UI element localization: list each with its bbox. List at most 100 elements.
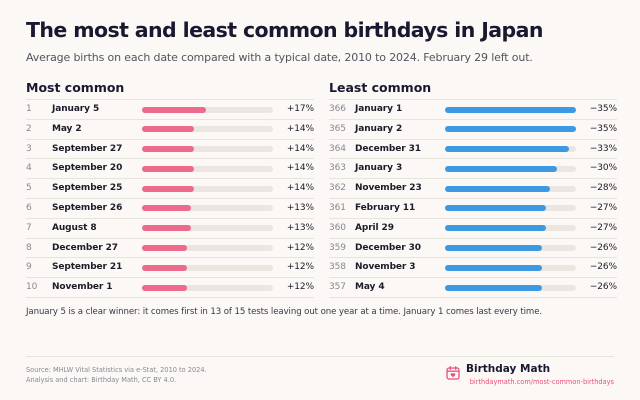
percent-label: −35%: [589, 104, 617, 114]
date-label: December 27: [52, 242, 118, 253]
least-common-heading: Least common: [329, 80, 432, 95]
brand-name: Birthday Math: [466, 363, 551, 375]
date-label: November 3: [355, 262, 416, 273]
bar-track: [445, 284, 576, 291]
bar-track: [445, 146, 576, 153]
least-common-row: 364 December 31 −33%: [329, 138, 617, 159]
percent-label: +14%: [286, 123, 314, 134]
most-common-row: 1 January 5 +17%: [26, 99, 314, 119]
bar-fill: [445, 264, 543, 271]
bar-fill: [445, 165, 558, 172]
percent-label: +12%: [286, 242, 314, 253]
bar-fill: [445, 126, 576, 133]
bar-track: [142, 264, 273, 271]
rank-label: 359: [329, 242, 346, 253]
percent-label: +12%: [286, 262, 314, 273]
brand-url-link[interactable]: birthdaymath.com/most-common-birthdays: [469, 378, 614, 386]
least-common-rows: 366 January 1 −35% 365 January 2 −35% 364 Decem…: [329, 99, 617, 298]
date-label: December 30: [355, 242, 421, 253]
rank-label: 8: [26, 242, 32, 253]
least-common-row: 365 January 2 −35%: [329, 118, 617, 139]
date-label: January 2: [355, 123, 403, 134]
bar-fill: [142, 185, 195, 192]
bar-fill: [142, 264, 187, 271]
date-label: May 2: [52, 123, 82, 134]
least-common-row: 359 December 30 −26%: [329, 237, 617, 258]
bar-fill: [142, 245, 187, 252]
rank-label: 363: [329, 163, 346, 174]
least-common-row: 363 January 3 −30%: [329, 158, 617, 178]
percent-label: −26%: [589, 242, 617, 253]
percent-label: +13%: [286, 222, 314, 233]
brand-block: Birthday Math birthdaymath.com/most-comm…: [414, 363, 614, 391]
bar-track: [142, 165, 273, 172]
bar-track: [445, 264, 576, 271]
date-label: September 27: [52, 143, 123, 154]
bar-fill: [445, 205, 547, 212]
bar-track: [142, 126, 273, 133]
bar-track: [142, 205, 273, 212]
chart-title: The most and least common birthdays in J…: [26, 18, 543, 42]
bar-track: [445, 205, 576, 212]
date-label: December 31: [355, 143, 421, 154]
bar-track: [445, 106, 576, 113]
most-common-row: 6 September 26 +13%: [26, 197, 314, 218]
most-common-row: 3 September 27 +14%: [26, 138, 314, 159]
percent-label: −28%: [589, 183, 617, 194]
rank-label: 10: [26, 282, 38, 293]
bar-fill: [142, 284, 187, 291]
chart-note: January 5 is a clear winner: it comes fi…: [26, 307, 543, 317]
bar-track: [142, 185, 273, 192]
most-common-row: 10 November 1 +12%: [26, 277, 314, 297]
percent-label: +12%: [286, 282, 314, 293]
date-label: September 21: [52, 262, 123, 273]
percent-label: −27%: [589, 202, 617, 213]
percent-label: +14%: [286, 183, 314, 194]
date-label: April 29: [355, 222, 394, 233]
rank-label: 2: [26, 123, 32, 134]
rank-label: 4: [26, 163, 32, 174]
bar-track: [142, 284, 273, 291]
bar-fill: [142, 205, 191, 212]
least-common-row: 358 November 3 −26%: [329, 257, 617, 277]
most-common-row: 5 September 25 +14%: [26, 178, 314, 198]
date-label: February 11: [355, 202, 416, 213]
bar-track: [445, 245, 576, 252]
most-common-row: 9 September 21 +12%: [26, 257, 314, 277]
percent-label: −26%: [589, 282, 617, 293]
bar-fill: [445, 284, 543, 291]
least-common-panel: Least common 366 January 1 −35% 365 January …: [329, 80, 617, 298]
least-common-row: 366 January 1 −35%: [329, 99, 617, 119]
bar-track: [445, 185, 576, 192]
percent-label: +14%: [286, 163, 314, 174]
rank-label: 3: [26, 143, 32, 154]
date-label: November 23: [355, 183, 422, 194]
bar-track: [445, 225, 576, 232]
percent-label: +17%: [286, 104, 314, 114]
date-label: September 20: [52, 163, 123, 174]
date-label: January 3: [355, 163, 403, 174]
date-label: November 1: [52, 282, 113, 293]
least-common-row: 360 April 29 −27%: [329, 217, 617, 238]
rank-label: 6: [26, 202, 32, 213]
footer-divider: [26, 356, 614, 357]
chart-subtitle: Average births on each date compared wit…: [26, 51, 533, 64]
percent-label: +14%: [286, 143, 314, 154]
date-label: May 4: [355, 282, 385, 293]
percent-label: +13%: [286, 202, 314, 213]
percent-label: −35%: [589, 123, 617, 134]
percent-label: −27%: [589, 222, 617, 233]
bar-fill: [142, 225, 191, 232]
date-label: September 26: [52, 202, 123, 213]
most-common-row: 8 December 27 +12%: [26, 237, 314, 258]
date-label: September 25: [52, 183, 123, 194]
date-label: January 1: [355, 104, 403, 114]
bar-track: [142, 106, 273, 113]
bar-fill: [142, 106, 206, 113]
rank-label: 362: [329, 183, 346, 194]
least-common-row: 361 February 11 −27%: [329, 197, 617, 218]
bar-track: [445, 165, 576, 172]
least-common-row: 362 November 23 −28%: [329, 178, 617, 198]
most-common-heading: Most common: [26, 80, 125, 95]
most-common-row: 2 May 2 +14%: [26, 118, 314, 139]
